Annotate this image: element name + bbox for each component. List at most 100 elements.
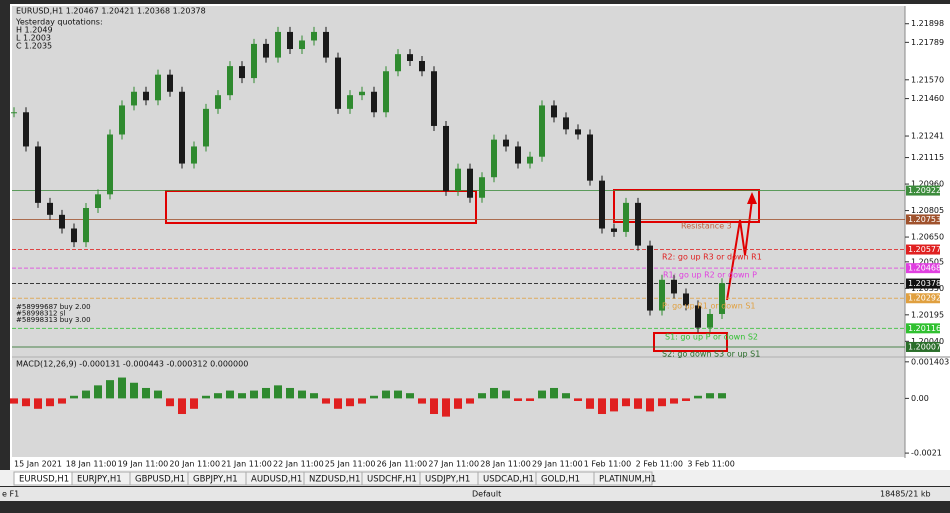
macd-bar — [286, 387, 294, 399]
y-tick-label: -0.0021 — [911, 449, 942, 458]
level-label: 1.20577 — [908, 245, 941, 254]
date-label: 15 Jan 2021 — [14, 460, 62, 469]
symbol-tab-label[interactable]: USDJPY,H1 — [425, 475, 470, 485]
candle-body — [203, 108, 209, 147]
candle-body — [695, 305, 701, 328]
macd-bar — [658, 398, 666, 407]
quote-line: C 1.2035 — [16, 42, 52, 51]
macd-bar — [718, 393, 726, 399]
symbol-tab-label[interactable]: GBPJPY,H1 — [193, 475, 238, 485]
candle-body — [239, 66, 245, 79]
level-label: 1.20468 — [908, 264, 941, 273]
macd-bar — [34, 398, 42, 409]
symbol-tab-label[interactable]: GOLD,H1 — [541, 475, 580, 485]
macd-bar — [538, 390, 546, 399]
macd-bar — [502, 390, 510, 399]
macd-bar — [370, 395, 378, 399]
y-tick-label: 1.20960 — [911, 180, 944, 189]
macd-bar — [310, 393, 318, 399]
candle-body — [455, 168, 461, 191]
macd-bar — [466, 398, 474, 404]
candle-body — [71, 228, 77, 243]
symbol-tab-label[interactable]: AUDUSD,H1 — [251, 475, 302, 485]
macd-bar — [274, 385, 282, 399]
candle-body — [59, 214, 65, 229]
symbol-tab-label[interactable]: EURJPY,H1 — [77, 475, 122, 485]
level-tag — [906, 263, 940, 274]
status-text: Default — [472, 490, 501, 499]
candle-body — [311, 31, 317, 41]
candle-body — [503, 139, 509, 147]
macd-bar — [22, 398, 30, 407]
y-tick-label: 0.00 — [911, 394, 929, 403]
candle-body — [179, 91, 185, 164]
y-tick-label: 1.20650 — [911, 233, 944, 242]
macd-bar — [490, 387, 498, 399]
level-label: 1.20292 — [908, 294, 941, 303]
y-tick-label: 0.001403 — [911, 357, 949, 366]
macd-bar — [610, 398, 618, 412]
candle-body — [671, 279, 677, 294]
candle-body — [539, 105, 545, 157]
symbol-tab[interactable] — [593, 471, 653, 486]
candle-body — [323, 31, 329, 58]
y-tick-label: 1.21898 — [911, 19, 944, 28]
macd-bar — [574, 398, 582, 401]
macd-bar — [46, 398, 54, 407]
candle-body — [287, 31, 293, 50]
macd-bar — [178, 398, 186, 415]
candle-body — [707, 313, 713, 328]
symbol-tab-label[interactable]: GBPUSD,H1 — [135, 475, 185, 485]
y-tick-label: 1.21115 — [911, 153, 944, 162]
symbol-tab-label[interactable]: USDCAD,H1 — [483, 475, 534, 485]
candle-body — [131, 91, 137, 106]
macd-bar — [682, 398, 690, 401]
candle-body — [83, 207, 89, 243]
macd-bar — [10, 398, 18, 404]
symbol-tab-label[interactable]: EURUSD,H1 — [19, 475, 69, 485]
level-tag — [906, 293, 940, 304]
macd-bar — [430, 398, 438, 415]
macd-bar — [382, 390, 390, 399]
macd-bar — [130, 382, 138, 399]
macd-bar — [670, 398, 678, 404]
candle-body — [347, 95, 353, 109]
candle-body — [623, 202, 629, 232]
symbol-tab-label[interactable]: USDCHF,H1 — [367, 475, 417, 485]
symbol-tab-label[interactable]: NZDUSD,H1 — [309, 475, 360, 485]
candle-body — [719, 283, 725, 314]
level-tag — [906, 278, 940, 289]
macd-bar — [142, 387, 150, 399]
candle-body — [167, 74, 173, 92]
macd-bar — [334, 398, 342, 409]
candle-body — [587, 134, 593, 181]
macd-bar — [526, 398, 534, 401]
candle-body — [335, 57, 341, 109]
quote-line: L 1.2003 — [16, 34, 51, 43]
symbol-tab-label[interactable]: PLATINUM,H1 — [599, 475, 656, 485]
candle-body — [47, 202, 53, 215]
candle-body — [575, 129, 581, 135]
y-tick-label: 1.21570 — [911, 75, 944, 84]
candle-body — [35, 146, 41, 203]
order-label: #58998312 sl — [16, 310, 65, 318]
level-annotation: S1: go up P or down S2 — [665, 333, 758, 342]
macd-bar — [226, 390, 234, 399]
date-label: 25 Jan 11:00 — [325, 460, 376, 469]
macd-bar — [550, 387, 558, 399]
level-label: 1.20922 — [908, 186, 941, 195]
macd-bar — [94, 385, 102, 399]
level-annotation: S2: go down S3 or up S1 — [662, 350, 760, 359]
candle-body — [275, 31, 281, 58]
level-annotation: R2: go up R3 or down R1 — [662, 253, 762, 262]
macd-bar — [622, 398, 630, 407]
level-tag — [906, 244, 940, 255]
candle-body — [611, 228, 617, 232]
candle-body — [371, 91, 377, 113]
level-label: 1.20378 — [908, 279, 941, 288]
macd-bar — [322, 398, 330, 404]
status-bar — [0, 487, 950, 501]
candle-body — [191, 146, 197, 164]
